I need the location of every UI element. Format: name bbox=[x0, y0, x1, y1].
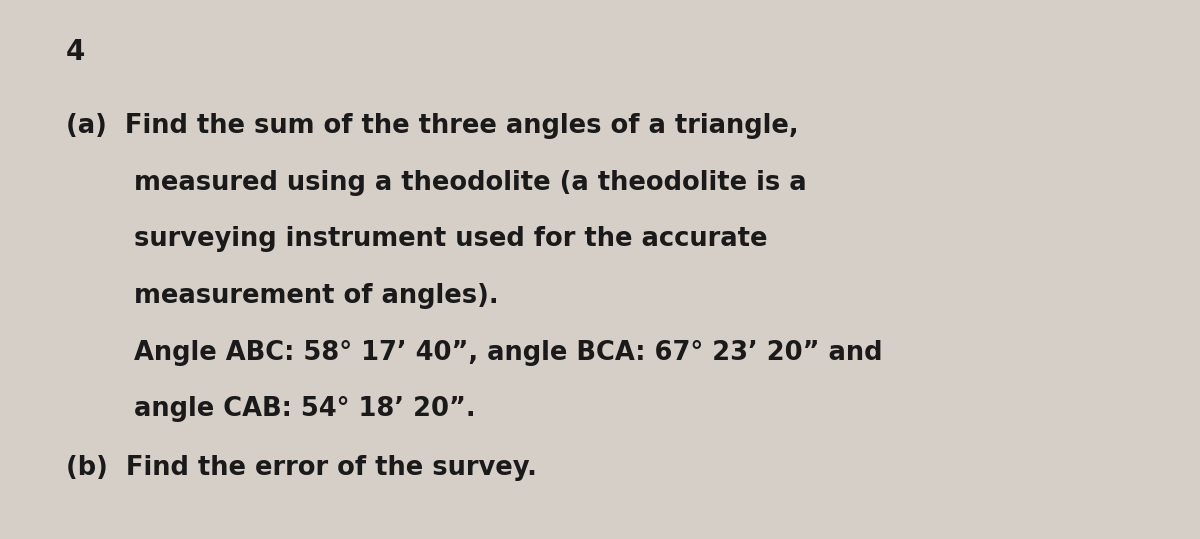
Text: angle CAB: 54° 18’ 20”.: angle CAB: 54° 18’ 20”. bbox=[134, 396, 476, 422]
Text: measured using a theodolite (a theodolite is a: measured using a theodolite (a theodolit… bbox=[134, 170, 808, 196]
Text: measurement of angles).: measurement of angles). bbox=[134, 283, 499, 309]
Text: Angle ABC: 58° 17’ 40”, angle BCA: 67° 23’ 20” and: Angle ABC: 58° 17’ 40”, angle BCA: 67° 2… bbox=[134, 340, 883, 365]
Text: (b)  Find the error of the survey.: (b) Find the error of the survey. bbox=[66, 455, 536, 481]
Text: surveying instrument used for the accurate: surveying instrument used for the accura… bbox=[134, 226, 768, 252]
Text: 4: 4 bbox=[66, 38, 85, 66]
Text: (a)  Find the sum of the three angles of a triangle,: (a) Find the sum of the three angles of … bbox=[66, 113, 799, 139]
